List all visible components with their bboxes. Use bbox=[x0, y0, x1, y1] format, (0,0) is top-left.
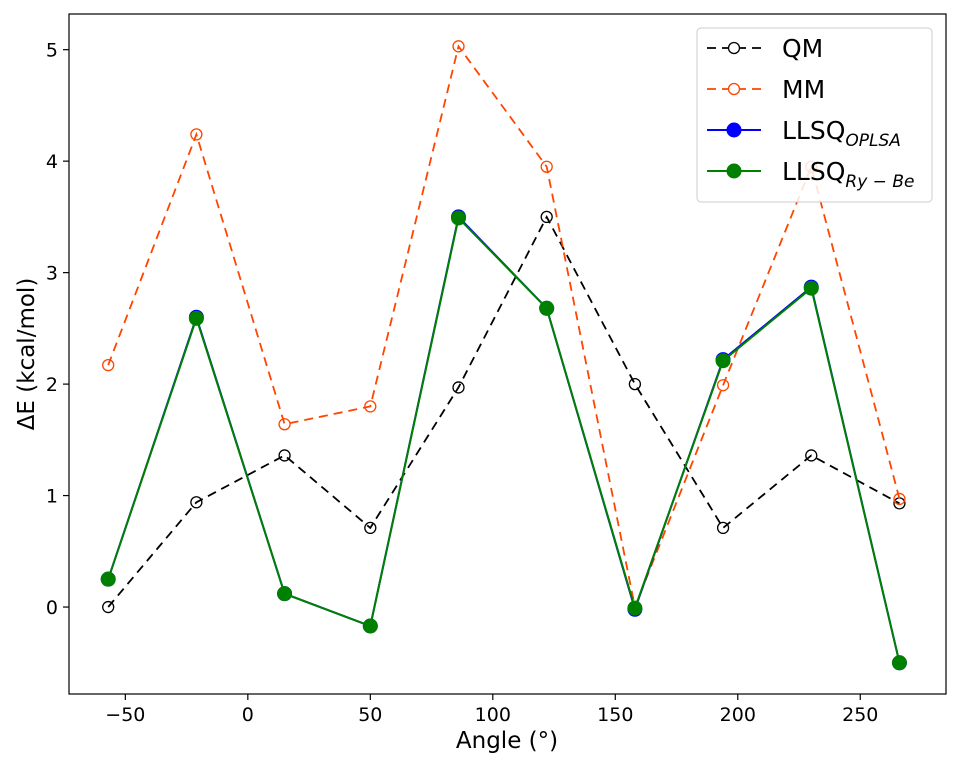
data-point bbox=[540, 160, 553, 173]
data-point bbox=[102, 358, 115, 372]
y-tick-label: 3 bbox=[46, 263, 58, 285]
y-axis-title: ΔE (kcal/mol) bbox=[14, 278, 40, 431]
data-point bbox=[100, 571, 116, 587]
data-point bbox=[190, 496, 203, 509]
legend-label: LLSQRy − Be bbox=[782, 157, 914, 192]
y-tick-label: 0 bbox=[46, 597, 58, 619]
y-tick-label: 2 bbox=[46, 374, 58, 396]
data-point bbox=[362, 618, 378, 634]
data-point bbox=[716, 521, 730, 535]
data-point bbox=[803, 280, 819, 296]
data-point bbox=[278, 418, 291, 431]
series-line bbox=[107, 214, 900, 608]
data-point bbox=[805, 449, 818, 462]
legend-label-main: LLSQ bbox=[782, 157, 845, 186]
x-axis: −50 0 50 100 150 200 250 bbox=[105, 694, 878, 726]
data-point bbox=[451, 210, 467, 226]
legend-marker bbox=[727, 41, 741, 55]
legend-item: LLSQOPLSA bbox=[707, 116, 901, 151]
legend-item: QM bbox=[707, 34, 823, 63]
legend-label: LLSQOPLSA bbox=[782, 116, 901, 151]
legend-label-subscript: OPLSA bbox=[845, 131, 901, 151]
x-tick-label: 0 bbox=[242, 704, 254, 726]
y-axis: 0 1 2 3 4 5 bbox=[46, 40, 69, 619]
data-point bbox=[102, 600, 115, 614]
data-point bbox=[627, 600, 643, 616]
data-point bbox=[540, 210, 553, 224]
plot-frame bbox=[68, 13, 947, 695]
series-0 bbox=[102, 210, 906, 614]
x-tick-label: 150 bbox=[597, 704, 633, 726]
series-line bbox=[107, 215, 901, 664]
data-point bbox=[277, 586, 293, 602]
legend-label-main: MM bbox=[782, 75, 825, 104]
data-point bbox=[364, 400, 377, 413]
series-line bbox=[107, 44, 901, 611]
legend-item: LLSQRy − Be bbox=[707, 157, 914, 192]
data-point bbox=[278, 449, 291, 462]
x-tick-label: 250 bbox=[842, 704, 878, 726]
data-point bbox=[188, 310, 204, 326]
legend-frame bbox=[696, 27, 933, 203]
legend-label: QM bbox=[782, 34, 823, 63]
data-point bbox=[364, 521, 377, 535]
legend-label: MM bbox=[782, 75, 825, 104]
x-tick-label: 100 bbox=[475, 704, 511, 726]
x-tick-label: 200 bbox=[720, 704, 756, 726]
series-2 bbox=[100, 209, 907, 671]
y-tick-label: 4 bbox=[46, 151, 58, 173]
series-line bbox=[107, 214, 901, 664]
legend-label-main: LLSQ bbox=[782, 116, 845, 145]
data-point bbox=[716, 379, 730, 392]
legend-item: MM bbox=[707, 75, 825, 104]
legend-marker bbox=[727, 82, 741, 96]
data-point bbox=[893, 492, 906, 506]
data-point bbox=[891, 655, 907, 671]
x-axis-title: Angle (°) bbox=[456, 728, 558, 754]
data-point bbox=[452, 381, 465, 394]
data-point bbox=[452, 40, 465, 53]
y-tick-label: 5 bbox=[46, 40, 58, 62]
data-point bbox=[715, 353, 731, 369]
y-tick-label: 1 bbox=[46, 486, 58, 508]
legend-marker bbox=[726, 122, 742, 138]
x-tick-label: 50 bbox=[358, 704, 382, 726]
data-point bbox=[190, 128, 203, 141]
x-tick-label: −50 bbox=[105, 704, 145, 726]
data-point bbox=[539, 300, 555, 316]
legend-label-subscript: Ry − Be bbox=[845, 172, 914, 192]
data-point bbox=[628, 377, 642, 391]
legend-marker bbox=[726, 163, 742, 179]
legend-label-main: QM bbox=[782, 34, 823, 63]
series-3 bbox=[100, 210, 907, 671]
plot-marks bbox=[100, 40, 907, 671]
